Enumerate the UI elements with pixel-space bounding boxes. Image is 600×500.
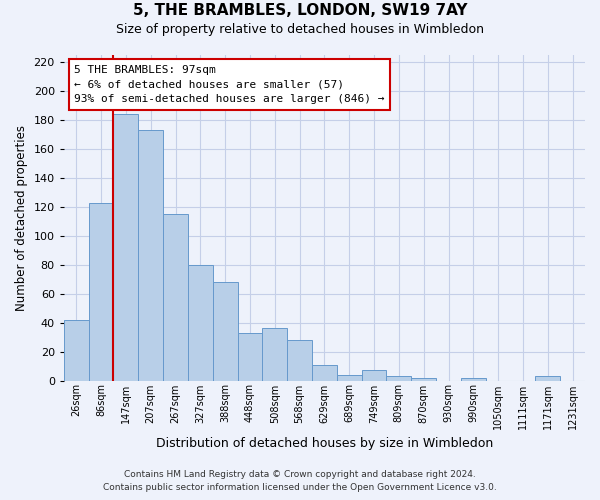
Bar — [461, 378, 486, 380]
Bar — [411, 378, 436, 380]
Bar — [386, 376, 411, 380]
Bar — [113, 114, 138, 380]
Bar — [535, 376, 560, 380]
Bar — [362, 370, 386, 380]
Bar — [238, 333, 262, 380]
Text: 5, THE BRAMBLES, LONDON, SW19 7AY: 5, THE BRAMBLES, LONDON, SW19 7AY — [133, 3, 467, 18]
Bar — [163, 214, 188, 380]
Bar — [312, 364, 337, 380]
Bar — [337, 374, 362, 380]
Text: 5 THE BRAMBLES: 97sqm
← 6% of detached houses are smaller (57)
93% of semi-detac: 5 THE BRAMBLES: 97sqm ← 6% of detached h… — [74, 65, 385, 104]
Bar — [89, 202, 113, 380]
Bar — [262, 328, 287, 380]
Text: Contains HM Land Registry data © Crown copyright and database right 2024.
Contai: Contains HM Land Registry data © Crown c… — [103, 470, 497, 492]
Bar — [138, 130, 163, 380]
Y-axis label: Number of detached properties: Number of detached properties — [15, 125, 28, 311]
Text: Size of property relative to detached houses in Wimbledon: Size of property relative to detached ho… — [116, 22, 484, 36]
Bar — [287, 340, 312, 380]
Bar — [213, 282, 238, 380]
Bar — [64, 320, 89, 380]
X-axis label: Distribution of detached houses by size in Wimbledon: Distribution of detached houses by size … — [156, 437, 493, 450]
Bar — [188, 265, 213, 380]
